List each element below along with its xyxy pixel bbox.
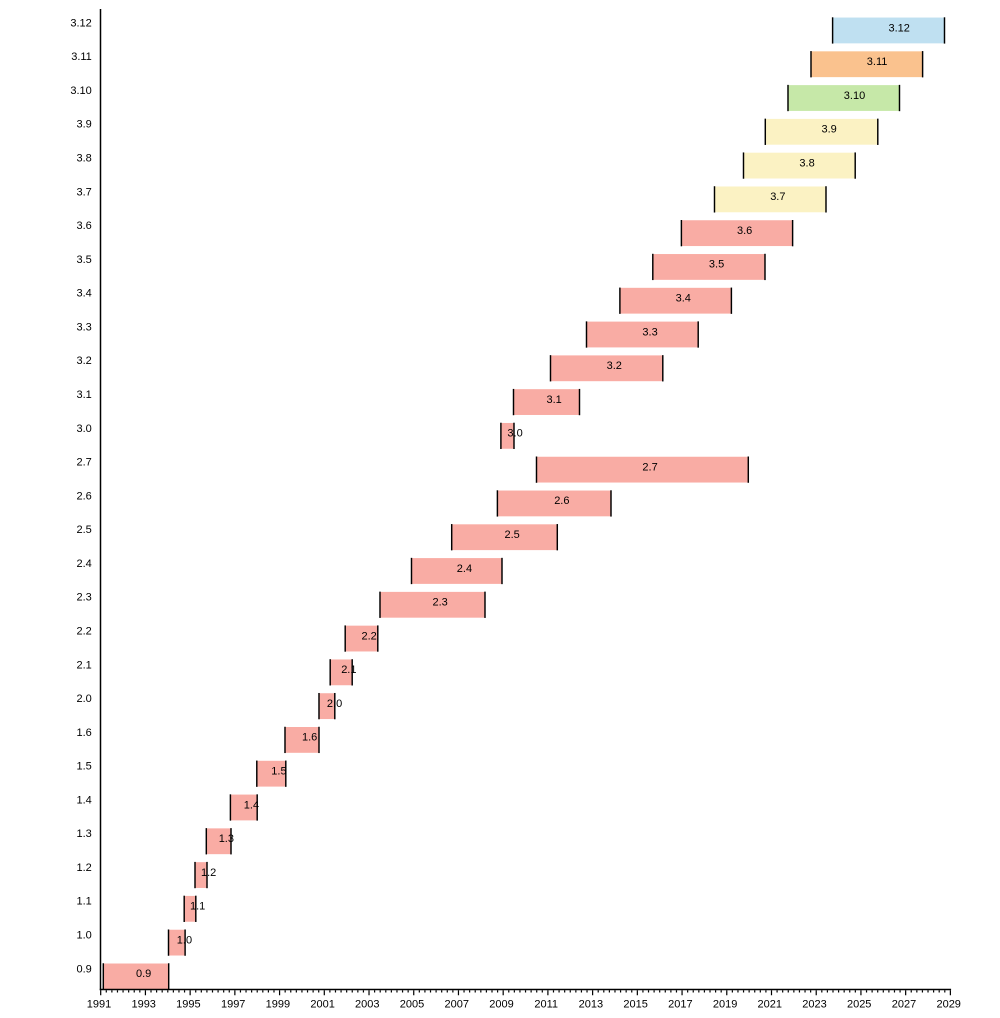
svg-text:2.0: 2.0 [77, 693, 92, 705]
svg-text:2.1: 2.1 [341, 664, 356, 676]
svg-text:3.5: 3.5 [77, 254, 92, 266]
svg-text:3.6: 3.6 [737, 225, 752, 237]
svg-text:2.1: 2.1 [77, 659, 92, 671]
svg-text:1991: 1991 [87, 998, 111, 1010]
svg-text:1.2: 1.2 [201, 867, 216, 879]
svg-text:2007: 2007 [445, 998, 469, 1010]
svg-text:3.2: 3.2 [77, 355, 92, 367]
svg-text:2.3: 2.3 [433, 597, 448, 609]
svg-text:1.3: 1.3 [219, 833, 234, 845]
svg-text:1.4: 1.4 [77, 794, 92, 806]
svg-text:1.3: 1.3 [77, 828, 92, 840]
svg-text:0.9: 0.9 [77, 963, 92, 975]
svg-text:2029: 2029 [936, 998, 960, 1010]
svg-text:1.6: 1.6 [77, 727, 92, 739]
svg-text:3.11: 3.11 [71, 51, 92, 63]
svg-text:1993: 1993 [131, 998, 155, 1010]
svg-text:2.7: 2.7 [77, 457, 92, 469]
svg-text:1.1: 1.1 [190, 901, 205, 913]
svg-text:3.8: 3.8 [77, 152, 92, 164]
svg-text:2.2: 2.2 [77, 625, 92, 637]
svg-text:2001: 2001 [310, 998, 334, 1010]
svg-text:1.1: 1.1 [77, 896, 92, 908]
svg-text:3.11: 3.11 [867, 56, 888, 68]
svg-text:2009: 2009 [489, 998, 513, 1010]
svg-text:2.4: 2.4 [77, 558, 92, 570]
svg-text:1999: 1999 [266, 998, 290, 1010]
svg-text:1.0: 1.0 [77, 930, 92, 942]
svg-text:3.7: 3.7 [77, 186, 92, 198]
svg-text:2025: 2025 [847, 998, 871, 1010]
svg-text:3.3: 3.3 [77, 321, 92, 333]
svg-text:2027: 2027 [892, 998, 916, 1010]
svg-text:3.9: 3.9 [77, 119, 92, 131]
svg-text:3.7: 3.7 [770, 191, 785, 203]
svg-text:1.6: 1.6 [302, 732, 317, 744]
svg-text:2013: 2013 [579, 998, 603, 1010]
svg-text:2003: 2003 [355, 998, 379, 1010]
svg-text:3.9: 3.9 [822, 124, 837, 136]
svg-text:2.2: 2.2 [362, 630, 377, 642]
svg-text:1995: 1995 [176, 998, 200, 1010]
svg-text:2.5: 2.5 [505, 529, 520, 541]
svg-text:2023: 2023 [802, 998, 826, 1010]
svg-text:1.4: 1.4 [244, 799, 259, 811]
svg-text:3.4: 3.4 [77, 288, 92, 300]
svg-text:3.4: 3.4 [676, 293, 691, 305]
svg-text:3.1: 3.1 [547, 394, 562, 406]
svg-text:3.8: 3.8 [799, 157, 814, 169]
svg-text:3.0: 3.0 [77, 423, 92, 435]
svg-text:2.3: 2.3 [77, 592, 92, 604]
svg-text:3.12: 3.12 [889, 22, 910, 34]
svg-text:2.6: 2.6 [554, 495, 569, 507]
svg-text:0.9: 0.9 [136, 968, 151, 980]
svg-text:2.7: 2.7 [642, 461, 657, 473]
svg-text:3.2: 3.2 [607, 360, 622, 372]
svg-text:2.4: 2.4 [457, 563, 472, 575]
svg-text:3.5: 3.5 [709, 259, 724, 271]
svg-text:2.5: 2.5 [77, 524, 92, 536]
svg-text:2.6: 2.6 [77, 490, 92, 502]
svg-text:3.10: 3.10 [70, 85, 91, 97]
svg-text:2017: 2017 [668, 998, 692, 1010]
svg-text:2011: 2011 [534, 998, 558, 1010]
svg-text:1.2: 1.2 [77, 862, 92, 874]
svg-text:3.12: 3.12 [70, 17, 91, 29]
svg-text:2005: 2005 [400, 998, 424, 1010]
svg-text:3.6: 3.6 [77, 220, 92, 232]
svg-text:3.1: 3.1 [77, 389, 92, 401]
svg-text:2015: 2015 [623, 998, 647, 1010]
svg-text:3.0: 3.0 [507, 428, 522, 440]
svg-text:1.5: 1.5 [271, 766, 286, 778]
svg-text:1.5: 1.5 [77, 761, 92, 773]
svg-text:3.3: 3.3 [642, 326, 657, 338]
svg-text:2019: 2019 [713, 998, 737, 1010]
svg-text:1997: 1997 [221, 998, 245, 1010]
svg-text:2021: 2021 [758, 998, 782, 1010]
svg-text:3.10: 3.10 [844, 90, 865, 102]
